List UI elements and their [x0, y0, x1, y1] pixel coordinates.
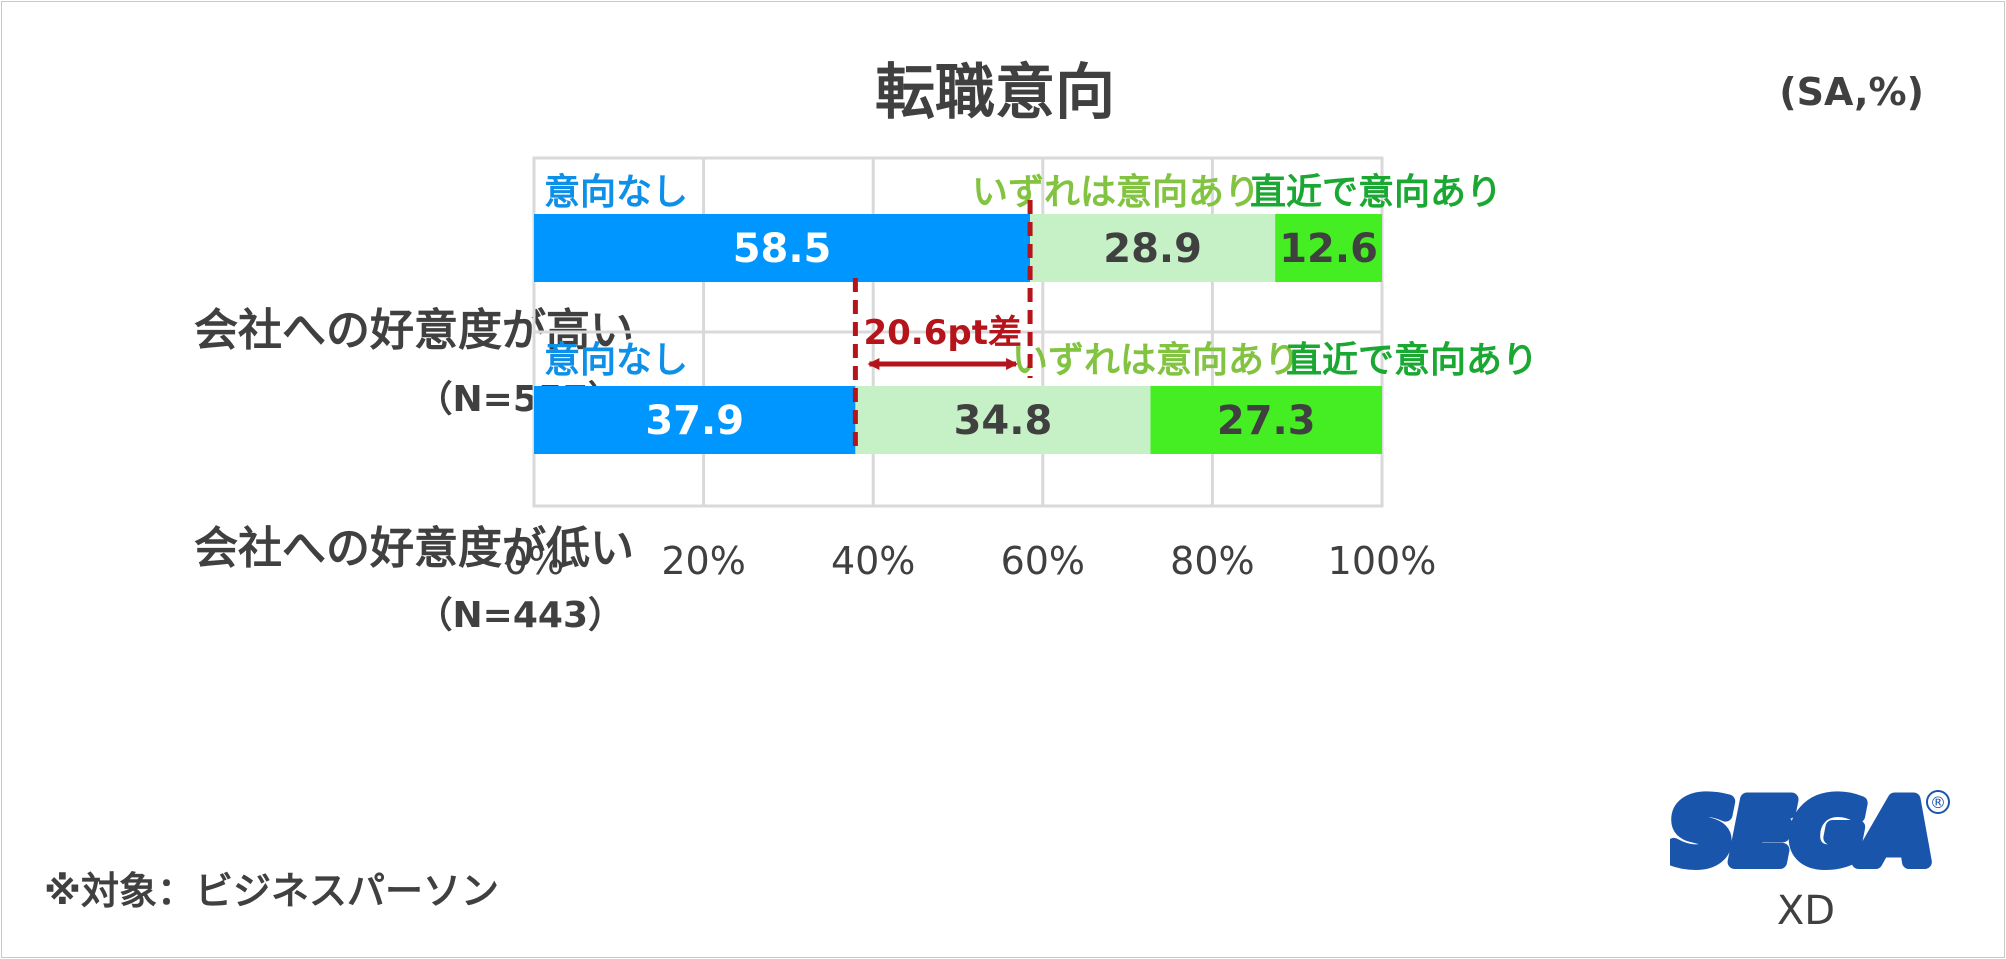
bar-segment	[534, 214, 1031, 282]
data-label: 12.6	[1279, 226, 1378, 272]
stacked-bar-chart: 58.5 28.9 12.637.9 34.8 27.3 意向なし いずれは意向あり直近で…	[504, 156, 1538, 583]
series-label: いずれは意向あり	[972, 172, 1260, 213]
diff-label: 20.6pt差	[863, 313, 1021, 353]
x-tick-label: 60%	[1001, 539, 1085, 583]
series-label: いずれは意向あり	[1012, 340, 1300, 381]
row-n-low: （N=443）	[416, 595, 624, 636]
data-label: 34.8	[954, 398, 1053, 444]
svg-text:®: ®	[1930, 793, 1946, 812]
data-label: 37.9	[645, 398, 744, 444]
bar-segment	[855, 386, 1151, 454]
x-tick-label: 40%	[831, 539, 915, 583]
chart-title: 転職意向	[875, 58, 1115, 128]
series-label: 直近で意向あり	[1250, 172, 1502, 213]
x-tick-label: 20%	[661, 539, 745, 583]
footnote: ※対象：ビジネスパーソン	[44, 869, 499, 913]
series-label: 意向なし	[544, 340, 688, 381]
x-tick-label: 100%	[1328, 539, 1437, 583]
bar-segment	[1030, 214, 1276, 282]
data-label: 28.9	[1103, 226, 1202, 272]
logo-sub: XD	[1777, 888, 1835, 934]
row-label-low: 会社への好意度が低い	[194, 523, 634, 574]
series-label: 直近で意向あり	[1286, 340, 1538, 381]
bar-segment	[534, 386, 856, 454]
x-tick-label: 80%	[1170, 539, 1254, 583]
logo-brand: SEGA	[1670, 784, 1932, 883]
unit-label: (SA,%)	[1779, 70, 1924, 114]
x-tick-label: 0%	[504, 539, 564, 583]
data-label: 58.5	[733, 226, 832, 272]
logo-brand-fill: SEGA	[1670, 784, 1932, 883]
sega-xd-logo: SEGA SEGA ® XD	[1670, 784, 1950, 934]
data-label: 27.3	[1217, 398, 1316, 444]
registered-mark	[1926, 790, 1950, 814]
bar-segment	[1275, 214, 1382, 282]
bar-segment	[1150, 386, 1382, 454]
series-label: 意向なし	[544, 172, 688, 213]
